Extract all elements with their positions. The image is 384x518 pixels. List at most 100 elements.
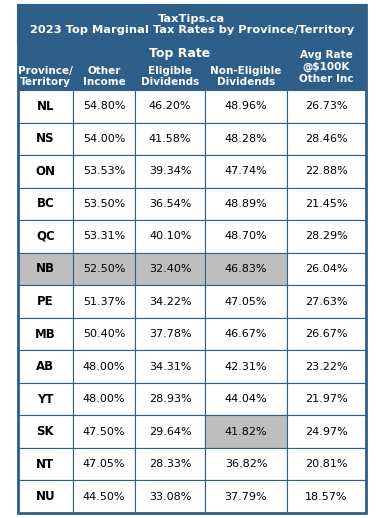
Bar: [18, 90, 73, 123]
Bar: [205, 448, 287, 481]
Bar: [135, 123, 205, 155]
Text: 24.97%: 24.97%: [305, 427, 348, 437]
Bar: [205, 123, 287, 155]
Text: 51.37%: 51.37%: [83, 296, 125, 307]
Bar: [287, 350, 366, 383]
Bar: [287, 285, 366, 318]
Bar: [73, 188, 135, 220]
Text: Eligible
Dividends: Eligible Dividends: [141, 66, 199, 88]
Bar: [287, 188, 366, 220]
Bar: [18, 188, 73, 220]
Bar: [135, 155, 205, 188]
Bar: [18, 123, 73, 155]
Bar: [205, 350, 287, 383]
Bar: [135, 415, 205, 448]
Bar: [287, 123, 366, 155]
Bar: [73, 448, 135, 481]
Bar: [18, 253, 73, 285]
Text: 32.40%: 32.40%: [149, 264, 191, 274]
Bar: [135, 220, 205, 253]
Bar: [287, 448, 366, 481]
Text: 53.50%: 53.50%: [83, 199, 125, 209]
Text: 34.22%: 34.22%: [149, 296, 192, 307]
Text: 48.00%: 48.00%: [83, 362, 125, 371]
Bar: [287, 253, 366, 285]
Text: 47.05%: 47.05%: [225, 296, 267, 307]
Text: 36.82%: 36.82%: [225, 459, 267, 469]
Text: SK: SK: [36, 425, 54, 438]
Text: 41.58%: 41.58%: [149, 134, 191, 144]
Bar: [205, 63, 287, 90]
Bar: [135, 318, 205, 350]
Text: NS: NS: [36, 132, 55, 146]
Text: 48.00%: 48.00%: [83, 394, 125, 404]
Text: 27.63%: 27.63%: [305, 296, 348, 307]
Bar: [18, 350, 73, 383]
Text: BC: BC: [36, 197, 54, 210]
Bar: [135, 350, 205, 383]
Text: 34.31%: 34.31%: [149, 362, 191, 371]
Text: 48.70%: 48.70%: [225, 232, 267, 241]
Bar: [287, 318, 366, 350]
Bar: [73, 318, 135, 350]
Text: 21.45%: 21.45%: [305, 199, 348, 209]
Bar: [135, 383, 205, 415]
Bar: [18, 415, 73, 448]
Text: 44.50%: 44.50%: [83, 492, 125, 502]
Text: 40.10%: 40.10%: [149, 232, 191, 241]
Bar: [73, 285, 135, 318]
Text: NL: NL: [37, 100, 54, 113]
Text: MB: MB: [35, 327, 56, 340]
Text: 42.31%: 42.31%: [225, 362, 267, 371]
Text: 26.04%: 26.04%: [305, 264, 348, 274]
Text: 48.89%: 48.89%: [225, 199, 267, 209]
Bar: [287, 481, 366, 513]
Bar: [135, 188, 205, 220]
Text: 39.34%: 39.34%: [149, 166, 191, 176]
Text: 29.64%: 29.64%: [149, 427, 192, 437]
Text: 20.81%: 20.81%: [305, 459, 348, 469]
Bar: [205, 415, 287, 448]
Text: TaxTips.ca
2023 Top Marginal Tax Rates by Province/Territory: TaxTips.ca 2023 Top Marginal Tax Rates b…: [30, 13, 354, 35]
Text: 50.40%: 50.40%: [83, 329, 125, 339]
Bar: [205, 481, 287, 513]
Text: 47.74%: 47.74%: [225, 166, 267, 176]
Text: 46.83%: 46.83%: [225, 264, 267, 274]
Bar: [73, 155, 135, 188]
Text: YT: YT: [37, 393, 54, 406]
Bar: [287, 383, 366, 415]
Bar: [135, 481, 205, 513]
Bar: [205, 285, 287, 318]
Text: 33.08%: 33.08%: [149, 492, 191, 502]
Bar: [135, 63, 205, 90]
Text: Other
Income: Other Income: [83, 66, 126, 88]
Bar: [205, 318, 287, 350]
Bar: [18, 220, 73, 253]
Bar: [287, 415, 366, 448]
Text: 47.50%: 47.50%: [83, 427, 125, 437]
Text: ON: ON: [35, 165, 55, 178]
Text: NT: NT: [36, 458, 55, 471]
Text: 28.29%: 28.29%: [305, 232, 348, 241]
Text: 46.67%: 46.67%: [225, 329, 267, 339]
Text: 41.82%: 41.82%: [225, 427, 267, 437]
Bar: [73, 350, 135, 383]
Bar: [205, 188, 287, 220]
Text: 21.97%: 21.97%: [305, 394, 348, 404]
Bar: [73, 481, 135, 513]
Bar: [135, 285, 205, 318]
Bar: [73, 415, 135, 448]
Text: 48.28%: 48.28%: [225, 134, 267, 144]
Text: 18.57%: 18.57%: [305, 492, 348, 502]
Text: 36.54%: 36.54%: [149, 199, 191, 209]
Text: 44.04%: 44.04%: [225, 394, 267, 404]
Bar: [18, 155, 73, 188]
Bar: [18, 63, 73, 90]
Bar: [135, 253, 205, 285]
Bar: [73, 253, 135, 285]
Text: Top Rate: Top Rate: [149, 47, 210, 60]
Bar: [135, 448, 205, 481]
Bar: [18, 448, 73, 481]
Bar: [73, 383, 135, 415]
Bar: [205, 155, 287, 188]
